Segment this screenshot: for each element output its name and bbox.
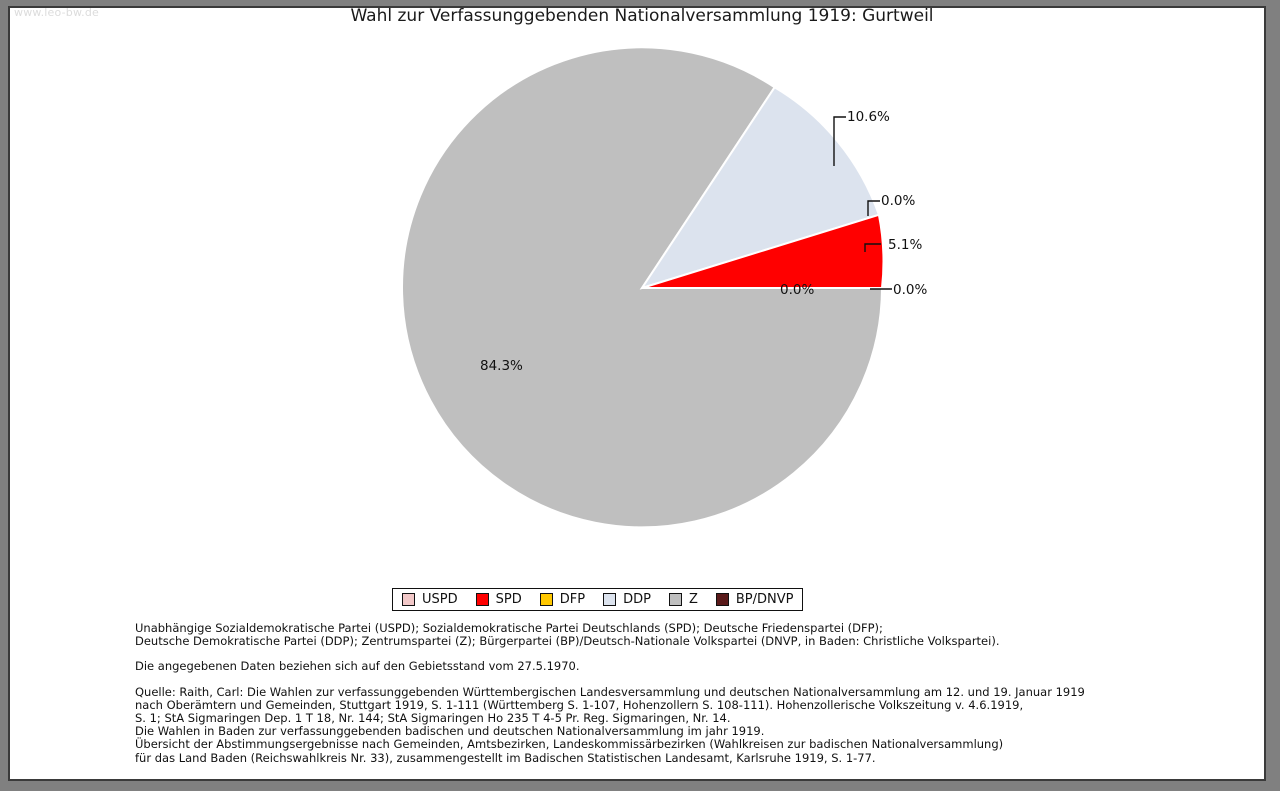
footnote-line: Die angegebenen Daten beziehen sich auf … [135, 659, 580, 674]
footnote-line: für das Land Baden (Reichswahlkreis Nr. … [135, 750, 876, 765]
legend-swatch-bpdnvp [715, 593, 729, 606]
pie-label-z: 84.3% [480, 358, 523, 374]
legend-item-uspd[interactable]: USPD [402, 592, 458, 607]
pie-slice-spd[interactable] [641, 213, 885, 289]
chart-canvas: www.leo-bw.de Wahl zur Verfassunggebende… [10, 6, 1264, 779]
legend-swatch-ddp [603, 593, 617, 606]
footnote-line: Die Wahlen in Baden zur verfassunggebend… [135, 724, 765, 739]
footnote-territory: Die angegebenen Daten beziehen sich auf … [135, 660, 1195, 673]
footnote-line: Quelle: Raith, Carl: Die Wahlen zur verf… [135, 684, 1085, 699]
leader-line-ddp [833, 116, 846, 166]
footnote-parties: Unabhängige Sozialdemokratische Partei (… [135, 621, 1195, 649]
footnote-line: Unabhängige Sozialdemokratische Partei (… [135, 621, 883, 635]
pie-label-bpdnvp: 0.0% [893, 282, 928, 298]
legend: USPD SPD DFP DDP Z BP/DNVP [392, 588, 804, 611]
footnote-line: Übersicht der Abstimmungsergebnisse nach… [135, 737, 1004, 752]
legend-item-bpdnvp[interactable]: BP/DNVP [715, 592, 794, 607]
legend-item-dfp[interactable]: DFP [539, 592, 586, 607]
legend-swatch-uspd [402, 593, 415, 606]
leader-line-spd [864, 243, 881, 252]
leader-line-dfp [867, 200, 880, 216]
pie-svg [401, 46, 892, 529]
footnotes: Unabhängige Sozialdemokratische Partei (… [135, 621, 1195, 765]
footnote-line: nach Oberämtern und Gemeinden, Stuttgart… [135, 697, 1024, 712]
legend-label-spd: SPD [495, 592, 522, 607]
legend-label-ddp: DDP [623, 592, 651, 607]
pie-label-spd: 5.1% [888, 237, 923, 253]
footnote-line: Deutsche Demokratische Partei (DDP); Zen… [135, 634, 1000, 649]
pie-label-uspd: 0.0% [780, 282, 815, 298]
legend-swatch-z [668, 593, 682, 606]
pie-label-ddp: 10.6% [847, 109, 890, 125]
legend-item-z[interactable]: Z [668, 592, 698, 607]
legend-item-ddp[interactable]: DDP [603, 592, 651, 607]
pie-slice-ddp[interactable] [639, 85, 881, 290]
page-title: Wahl zur Verfassunggebenden Nationalvers… [350, 6, 934, 26]
legend-swatch-dfp [539, 593, 553, 606]
pie-chart: 10.6% 0.0% 5.1% 0.0% 0.0% 84.3% [10, 8, 1264, 562]
footnote-source: Quelle: Raith, Carl: Die Wahlen zur verf… [135, 684, 1195, 765]
site-watermark: www.leo-bw.de [14, 6, 100, 19]
legend-swatch-spd [475, 593, 489, 606]
footnote-line: S. 1; StA Sigmaringen Dep. 1 T 18, Nr. 1… [135, 711, 731, 726]
legend-label-bpdnvp: BP/DNVP [735, 592, 794, 607]
legend-label-dfp: DFP [559, 592, 586, 607]
chart-page: www.leo-bw.de Wahl zur Verfassunggebende… [8, 6, 1266, 781]
legend-label-uspd: USPD [422, 592, 458, 607]
legend-item-spd[interactable]: SPD [475, 592, 522, 607]
pie-label-dfp: 0.0% [881, 193, 916, 209]
legend-label-z: Z [688, 592, 698, 607]
